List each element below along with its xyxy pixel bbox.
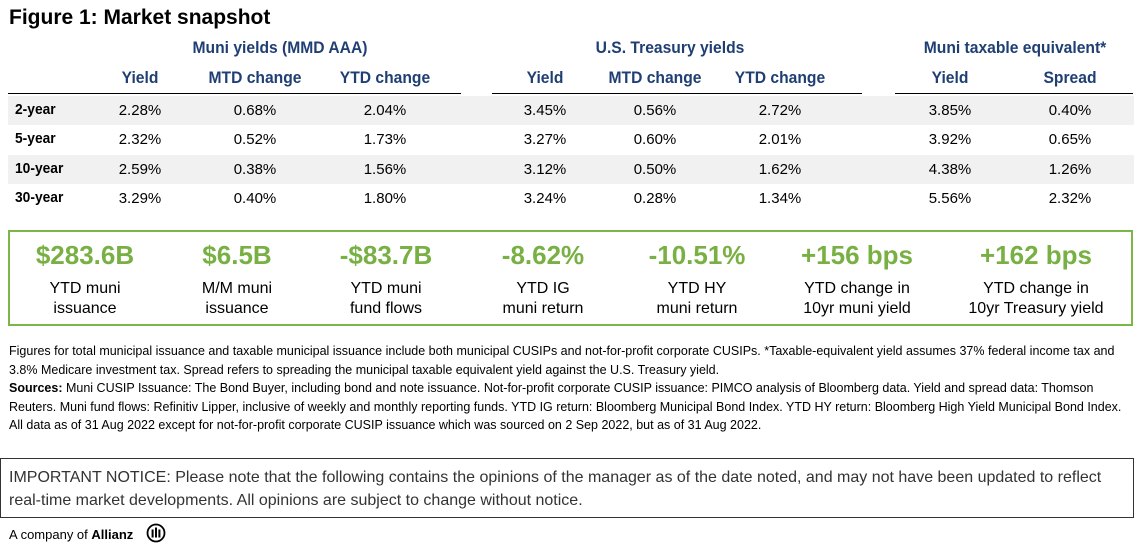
table-cell-tsy-yield: 3.45% bbox=[523, 102, 567, 119]
kpi-label-line2: issuance bbox=[53, 300, 117, 317]
table-cell-tax-yield: 4.38% bbox=[928, 161, 972, 178]
table-cell-muni-mtd: 0.38% bbox=[233, 161, 277, 178]
table-cell-tsy-yield: 3.12% bbox=[523, 161, 567, 178]
table-cell-tsy-ytd: 1.62% bbox=[758, 161, 802, 178]
allianz-logo-icon bbox=[146, 523, 166, 543]
kpi-label-line2: issuance bbox=[205, 300, 269, 317]
table-cell-tsy-mtd: 0.28% bbox=[633, 190, 677, 207]
figure-title: Figure 1: Market snapshot bbox=[9, 6, 271, 29]
kpi-label-line2: 10yr Treasury yield bbox=[968, 300, 1104, 317]
kpi-label: YTD IG muni return bbox=[473, 279, 613, 319]
kpi-label-line1: YTD muni bbox=[350, 280, 422, 297]
table-cell-tsy-mtd: 0.56% bbox=[633, 102, 677, 119]
table-row-shade bbox=[8, 155, 1134, 184]
table-cell-tax-spread: 0.65% bbox=[1048, 131, 1092, 148]
table-cell-tsy-yield: 3.27% bbox=[523, 131, 567, 148]
table-cell-muni-mtd: 0.52% bbox=[233, 131, 277, 148]
table-cell-tsy-ytd: 1.34% bbox=[758, 190, 802, 207]
table-cell-tsy-mtd: 0.50% bbox=[633, 161, 677, 178]
sources-paragraph: Sources: Muni CUSIP Issuance: The Bond B… bbox=[9, 379, 1134, 435]
footer-company: A company of Allianz bbox=[9, 527, 133, 542]
group-header-muni-yields: Muni yields (MMD AAA) bbox=[192, 38, 368, 57]
table-cell-muni-yield: 2.32% bbox=[118, 131, 162, 148]
table-cell-muni-mtd: 0.40% bbox=[233, 190, 277, 207]
kpi-label-line1: YTD change in bbox=[804, 280, 910, 297]
important-notice: IMPORTANT NOTICE: Please note that the f… bbox=[0, 458, 1134, 518]
row-label: 2-year bbox=[15, 101, 56, 118]
table-row-shade bbox=[8, 96, 1134, 125]
table-cell-tax-yield: 3.85% bbox=[928, 102, 972, 119]
sources-text: Muni CUSIP Issuance: The Bond Buyer, inc… bbox=[9, 381, 1122, 433]
kpi-label: YTD change in 10yr Treasury yield bbox=[941, 279, 1131, 319]
row-label: 10-year bbox=[15, 160, 64, 177]
kpi-value: -10.51% bbox=[648, 240, 746, 270]
table-cell-muni-mtd: 0.68% bbox=[233, 102, 277, 119]
row-label: 30-year bbox=[15, 189, 64, 206]
table-cell-muni-ytd: 2.04% bbox=[363, 102, 407, 119]
kpi-label: M/M muni issuance bbox=[167, 279, 307, 319]
kpi-value: +156 bps bbox=[800, 240, 913, 270]
footnote-paragraph: Figures for total municipal issuance and… bbox=[9, 344, 1115, 377]
table-cell-tax-spread: 2.32% bbox=[1048, 190, 1092, 207]
kpi-value: +162 bps bbox=[979, 240, 1092, 270]
header-rule-treasury bbox=[492, 93, 862, 94]
table-cell-muni-yield: 2.28% bbox=[118, 102, 162, 119]
table-cell-tsy-yield: 3.24% bbox=[523, 190, 567, 207]
footnotes: Figures for total municipal issuance and… bbox=[9, 342, 1134, 435]
kpi-label-line1: YTD change in bbox=[983, 280, 1089, 297]
kpi-label: YTD muni issuance bbox=[10, 279, 160, 319]
row-label: 5-year bbox=[15, 130, 56, 147]
kpi-value: $283.6B bbox=[35, 240, 135, 270]
kpi-label-line1: YTD muni bbox=[49, 280, 121, 297]
table-cell-tsy-ytd: 2.72% bbox=[758, 102, 802, 119]
footer-brand: Allianz bbox=[91, 527, 134, 542]
table-cell-tax-yield: 5.56% bbox=[928, 190, 972, 207]
table-cell-muni-ytd: 1.73% bbox=[363, 131, 407, 148]
table-cell-muni-ytd: 1.80% bbox=[363, 190, 407, 207]
footer-prefix: A company of bbox=[9, 527, 92, 542]
col-header-tax-spread: Spread bbox=[1043, 68, 1097, 87]
kpi-label-line1: YTD HY bbox=[667, 280, 727, 297]
kpi-label: YTD HY muni return bbox=[622, 279, 772, 319]
col-header-tax-yield: Yield bbox=[931, 68, 969, 87]
col-header-tsy-mtd: MTD change bbox=[608, 68, 702, 87]
kpi-label-line2: muni return bbox=[656, 300, 738, 317]
kpi-label: YTD change in 10yr muni yield bbox=[772, 279, 942, 319]
header-rule-taxable bbox=[895, 93, 1133, 94]
col-header-muni-yield: Yield bbox=[121, 68, 159, 87]
kpi-label-line2: 10yr muni yield bbox=[803, 300, 911, 317]
table-cell-tsy-mtd: 0.60% bbox=[633, 131, 677, 148]
group-header-taxable-equivalent: Muni taxable equivalent* bbox=[923, 38, 1107, 57]
table-cell-muni-yield: 2.59% bbox=[118, 161, 162, 178]
group-header-treasury-yields: U.S. Treasury yields bbox=[595, 38, 745, 57]
header-rule-muni bbox=[8, 93, 461, 94]
kpi-label-line1: YTD IG bbox=[516, 280, 570, 297]
kpi-label-line2: muni return bbox=[502, 300, 584, 317]
table-cell-muni-ytd: 1.56% bbox=[363, 161, 407, 178]
kpi-label-line2: fund flows bbox=[349, 300, 423, 317]
col-header-muni-mtd: MTD change bbox=[208, 68, 302, 87]
table-cell-tax-yield: 3.92% bbox=[928, 131, 972, 148]
table-cell-tax-spread: 0.40% bbox=[1048, 102, 1092, 119]
kpi-value: $6.5B bbox=[202, 240, 272, 270]
table-cell-muni-yield: 3.29% bbox=[118, 190, 162, 207]
table-cell-tax-spread: 1.26% bbox=[1048, 161, 1092, 178]
col-header-tsy-yield: Yield bbox=[526, 68, 564, 87]
kpi-label-line1: M/M muni bbox=[201, 280, 273, 297]
kpi-label: YTD muni fund flows bbox=[311, 279, 461, 319]
col-header-muni-ytd: YTD change bbox=[339, 68, 431, 87]
kpi-panel bbox=[8, 230, 1133, 326]
table-cell-tsy-ytd: 2.01% bbox=[758, 131, 802, 148]
sources-label: Sources: bbox=[9, 381, 63, 396]
kpi-value: -8.62% bbox=[501, 240, 585, 270]
kpi-value: -$83.7B bbox=[339, 240, 433, 270]
col-header-tsy-ytd: YTD change bbox=[734, 68, 826, 87]
